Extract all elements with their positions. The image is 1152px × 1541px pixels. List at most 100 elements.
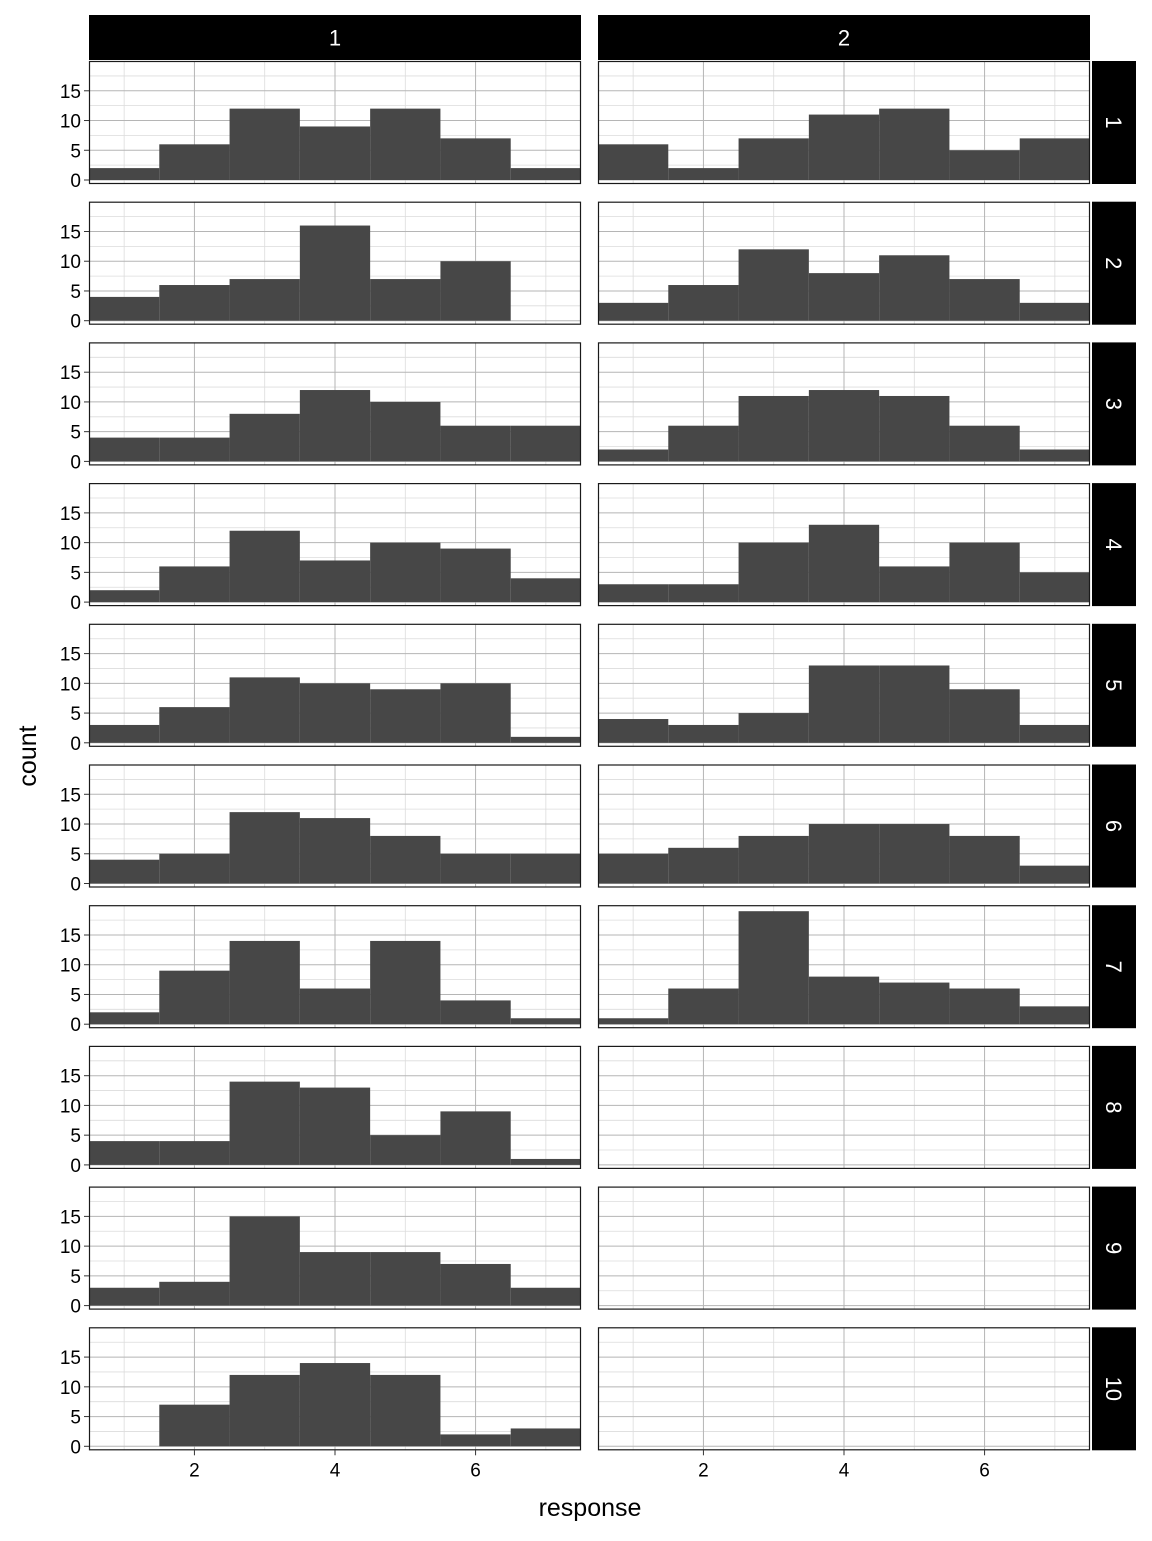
y-tick-label: 10 [60, 956, 81, 977]
y-tick-label: 10 [60, 815, 81, 836]
row-strip-2 [1092, 201, 1136, 325]
bar-row8-col1-bin5 [370, 1135, 441, 1165]
bar-row10-col1-bin6 [440, 1434, 511, 1447]
row-strip-7 [1092, 905, 1136, 1029]
bar-row1-col2-bin1 [598, 144, 669, 180]
panel-border [597, 483, 1091, 607]
panel-border [597, 764, 1091, 888]
bar-row5-col2-bin2 [668, 724, 739, 743]
bar-row7-col1-bin6 [440, 1000, 511, 1025]
x-tick-label: 6 [979, 1460, 990, 1481]
bar-row2-col2-bin1 [598, 302, 669, 321]
bar-row4-col1-bin4 [299, 560, 371, 603]
y-tick-label: 15 [60, 222, 81, 243]
y-tick-label: 15 [60, 504, 81, 525]
panel-border [597, 60, 1091, 185]
bar-row7-col1-bin1 [89, 1012, 160, 1025]
row-strip-label-5: 5 [1101, 679, 1126, 691]
y-tick-label: 10 [60, 252, 81, 273]
row-strip-label-2: 2 [1101, 257, 1126, 269]
row-strip-9 [1092, 1186, 1136, 1310]
y-tick-label: 0 [70, 312, 81, 333]
y-tick-label: 10 [60, 1378, 81, 1399]
panel-border [597, 1186, 1091, 1310]
bar-row2-col2-bin3 [738, 249, 809, 321]
bar-row3-col1-bin7 [510, 425, 581, 462]
bar-row1-col1-bin5 [370, 108, 441, 180]
y-tick-label: 5 [70, 845, 81, 866]
bar-row1-col2-bin5 [879, 108, 950, 180]
row-strip-label-7: 7 [1101, 961, 1126, 973]
panel-border [88, 1327, 582, 1451]
bar-row6-col1-bin7 [510, 853, 581, 884]
bar-row5-col2-bin1 [598, 719, 669, 743]
bar-row5-col2-bin3 [738, 713, 809, 743]
bar-row10-col1-bin4 [299, 1363, 371, 1447]
bar-row3-col1-bin1 [89, 437, 160, 462]
bar-row6-col1-bin1 [89, 859, 160, 884]
bar-row3-col1-bin2 [159, 437, 230, 462]
bar-row8-col1-bin1 [89, 1141, 160, 1165]
bar-row10-col1-bin5 [370, 1374, 441, 1447]
bar-row7-col1-bin3 [229, 940, 300, 1025]
bar-row4-col1-bin2 [159, 566, 230, 603]
y-tick-label: 15 [60, 1348, 81, 1369]
bar-row4-col2-bin6 [949, 542, 1020, 603]
row-strip-5 [1092, 623, 1136, 747]
bar-row4-col1-bin1 [89, 590, 160, 603]
bar-row4-col1-bin6 [440, 548, 511, 603]
bar-row6-col1-bin5 [370, 835, 441, 884]
bar-row9-col1-bin7 [510, 1287, 581, 1306]
bar-row1-col1-bin3 [229, 108, 300, 180]
bar-row6-col1-bin3 [229, 812, 300, 884]
x-tick-label: 4 [330, 1460, 341, 1481]
bar-row1-col1-bin7 [510, 168, 581, 180]
bar-row5-col1-bin6 [440, 683, 511, 743]
bar-row9-col1-bin2 [159, 1281, 230, 1306]
y-tick-label: 5 [70, 141, 81, 162]
x-tick-label: 2 [698, 1460, 709, 1481]
bar-row2-col1-bin6 [440, 261, 511, 321]
bar-row3-col2-bin1 [598, 449, 669, 462]
bar-row4-col2-bin3 [738, 542, 809, 603]
y-tick-label: 0 [70, 1297, 81, 1318]
x-axis-title: response [539, 1494, 642, 1522]
y-tick-label: 15 [60, 1067, 81, 1088]
bar-row7-col1-bin7 [510, 1018, 581, 1025]
bar-row9-col1-bin6 [440, 1263, 511, 1306]
bar-row2-col2-bin5 [879, 255, 950, 321]
bar-row1-col1-bin1 [89, 168, 160, 180]
bar-row5-col1-bin3 [229, 677, 300, 743]
bar-row2-col2-bin4 [808, 273, 880, 321]
bar-row7-col2-bin4 [808, 976, 880, 1025]
row-strip-label-3: 3 [1101, 398, 1126, 410]
panel-border [597, 1327, 1091, 1451]
bar-row3-col2-bin4 [808, 390, 880, 462]
row-strip-10 [1092, 1327, 1136, 1451]
bar-row2-col1-bin3 [229, 279, 300, 321]
bar-row2-col2-bin7 [1019, 302, 1090, 321]
y-tick-label: 15 [60, 363, 81, 384]
y-tick-label: 15 [60, 785, 81, 806]
bar-row3-col2-bin5 [879, 395, 950, 462]
bar-row3-col2-bin6 [949, 425, 1020, 462]
bar-row1-col2-bin6 [949, 150, 1020, 180]
bar-row7-col2-bin7 [1019, 1006, 1090, 1025]
y-tick-label: 5 [70, 282, 81, 303]
bar-row2-col2-bin2 [668, 285, 739, 321]
bar-row1-col1-bin2 [159, 144, 230, 180]
bar-row1-col2-bin4 [808, 114, 880, 180]
y-tick-label: 0 [70, 593, 81, 614]
bar-row5-col1-bin4 [299, 683, 371, 743]
bar-row4-col1-bin3 [229, 530, 300, 603]
x-tick-label: 6 [470, 1460, 481, 1481]
panel-border [88, 201, 582, 325]
panel-border [88, 623, 582, 747]
bar-row2-col2-bin6 [949, 279, 1020, 321]
panel-border [597, 1045, 1091, 1170]
y-tick-label: 5 [70, 704, 81, 725]
row-strip-6 [1092, 764, 1136, 888]
row-strip-label-1: 1 [1101, 116, 1126, 128]
y-tick-label: 10 [60, 112, 81, 133]
bar-row4-col2-bin4 [808, 524, 880, 603]
